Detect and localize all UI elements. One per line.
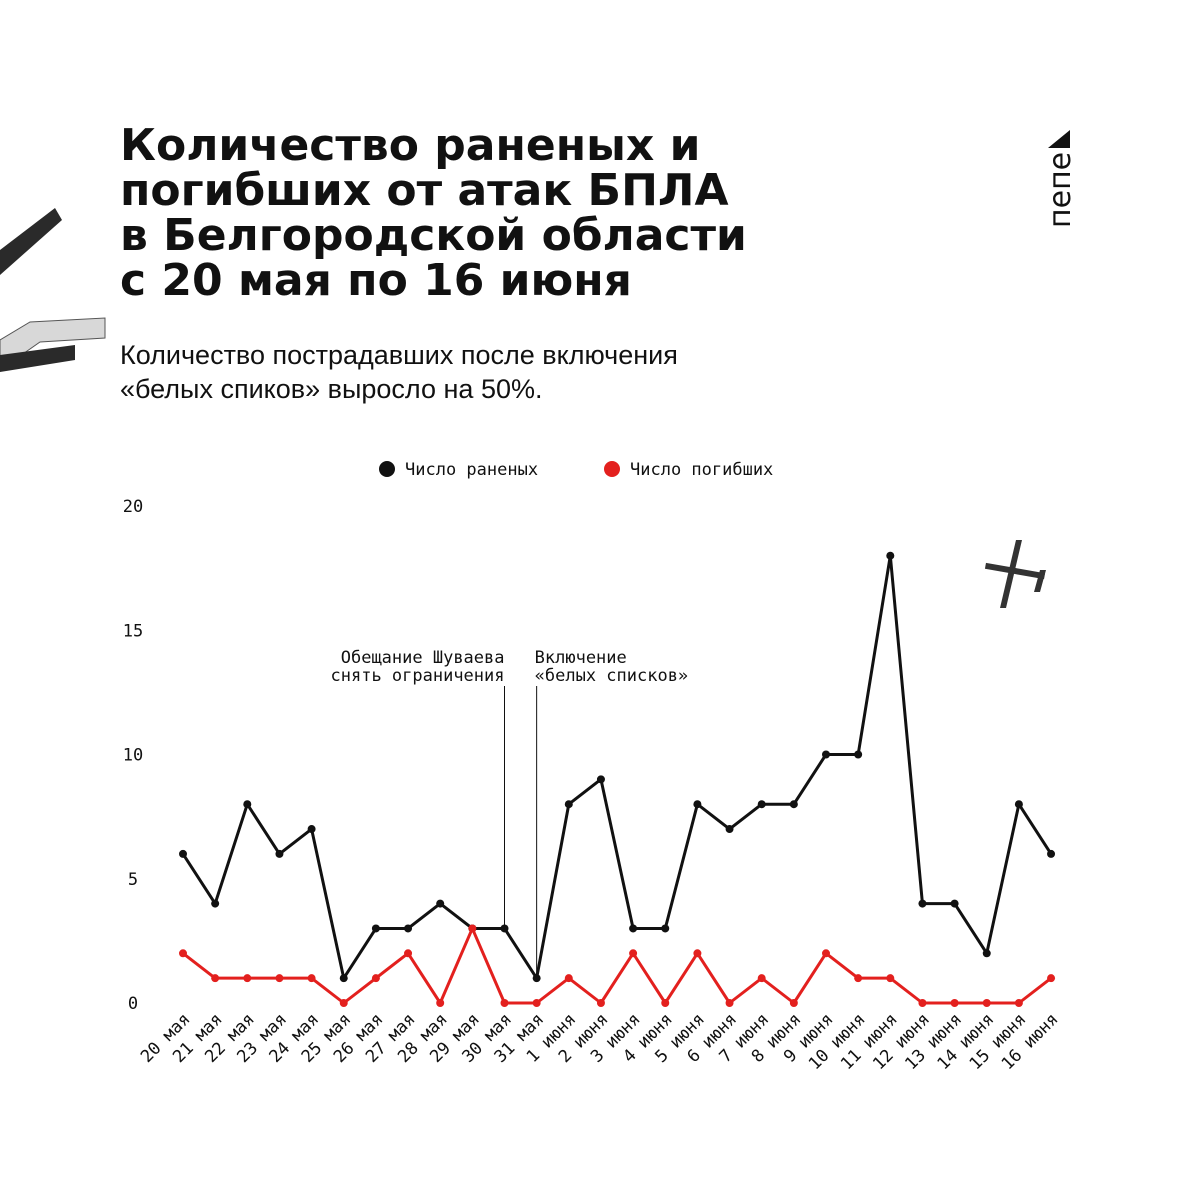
data-point bbox=[564, 800, 573, 809]
data-point bbox=[339, 974, 348, 983]
legend-marker bbox=[604, 461, 620, 477]
data-point bbox=[629, 949, 638, 958]
data-point bbox=[886, 974, 895, 983]
title-line: Количество раненых и bbox=[120, 120, 700, 171]
data-point bbox=[532, 974, 541, 983]
data-point bbox=[918, 899, 927, 908]
data-point bbox=[275, 849, 284, 858]
data-point bbox=[1014, 800, 1023, 809]
data-point bbox=[822, 949, 830, 958]
y-tick-label: 15 bbox=[123, 621, 143, 641]
data-point bbox=[725, 825, 734, 834]
data-point bbox=[693, 949, 702, 958]
data-point bbox=[789, 999, 798, 1007]
data-point bbox=[1047, 849, 1056, 858]
annotation-text: Обещание Шуваева bbox=[341, 648, 505, 668]
data-point bbox=[436, 899, 445, 908]
data-point bbox=[886, 551, 895, 560]
data-point bbox=[339, 999, 348, 1007]
data-point bbox=[950, 999, 959, 1007]
title-line: с 20 мая по 16 июня bbox=[120, 255, 632, 306]
data-point bbox=[532, 999, 541, 1007]
data-point bbox=[629, 924, 638, 933]
subtitle-line: «белых спиков» выросло на 50%. bbox=[120, 374, 542, 404]
y-tick-label: 20 bbox=[123, 497, 143, 517]
data-point bbox=[661, 999, 670, 1007]
annotation-text: снять ограничения bbox=[331, 666, 505, 686]
logo-text: пепе bbox=[1043, 152, 1078, 228]
data-point bbox=[918, 999, 927, 1007]
data-point bbox=[243, 800, 252, 809]
logo: пепе bbox=[1043, 130, 1078, 228]
title-line: погибших от атак БПЛА bbox=[120, 165, 729, 216]
data-point bbox=[789, 800, 798, 809]
data-point bbox=[211, 899, 220, 908]
data-point bbox=[1047, 974, 1056, 983]
data-point bbox=[371, 924, 380, 933]
drone-decoration bbox=[0, 208, 106, 372]
data-point bbox=[1014, 999, 1023, 1007]
data-point bbox=[661, 924, 670, 933]
y-tick-label: 5 bbox=[128, 870, 138, 890]
data-point bbox=[371, 974, 380, 983]
data-point bbox=[596, 775, 605, 784]
data-point bbox=[950, 899, 959, 908]
data-point bbox=[275, 974, 284, 983]
y-tick-label: 10 bbox=[123, 746, 143, 766]
data-point bbox=[982, 999, 991, 1007]
data-point bbox=[211, 974, 220, 983]
legend-marker bbox=[379, 461, 395, 477]
data-point bbox=[468, 924, 477, 933]
data-point bbox=[436, 999, 445, 1007]
series-line bbox=[182, 926, 1052, 1005]
data-point bbox=[307, 825, 316, 834]
data-point bbox=[982, 949, 991, 958]
annotation-text: Включение bbox=[535, 648, 627, 668]
data-point bbox=[307, 974, 316, 983]
legend-label: Число погибших bbox=[630, 460, 773, 480]
data-point bbox=[500, 999, 509, 1007]
annotation-text: «белых списков» bbox=[535, 666, 689, 686]
data-point bbox=[725, 999, 734, 1007]
data-point bbox=[179, 849, 187, 858]
series-line bbox=[181, 554, 1053, 980]
data-point bbox=[564, 974, 573, 983]
legend-label: Число раненых bbox=[405, 460, 538, 480]
subtitle-line: Количество пострадавших после включения bbox=[120, 340, 678, 370]
data-point bbox=[596, 999, 605, 1007]
plane-decoration bbox=[984, 540, 1046, 608]
data-point bbox=[822, 750, 830, 759]
data-point bbox=[757, 974, 766, 983]
data-point bbox=[854, 974, 863, 983]
data-point bbox=[179, 949, 187, 958]
data-point bbox=[243, 974, 252, 983]
y-tick-label: 0 bbox=[128, 994, 138, 1014]
data-point bbox=[757, 800, 766, 809]
logo-triangle bbox=[1048, 130, 1070, 148]
data-point bbox=[854, 750, 863, 759]
data-point bbox=[404, 924, 413, 933]
data-point bbox=[693, 800, 702, 809]
data-point bbox=[500, 924, 509, 933]
title-line: в Белгородской области bbox=[120, 210, 747, 261]
data-point bbox=[404, 949, 413, 958]
